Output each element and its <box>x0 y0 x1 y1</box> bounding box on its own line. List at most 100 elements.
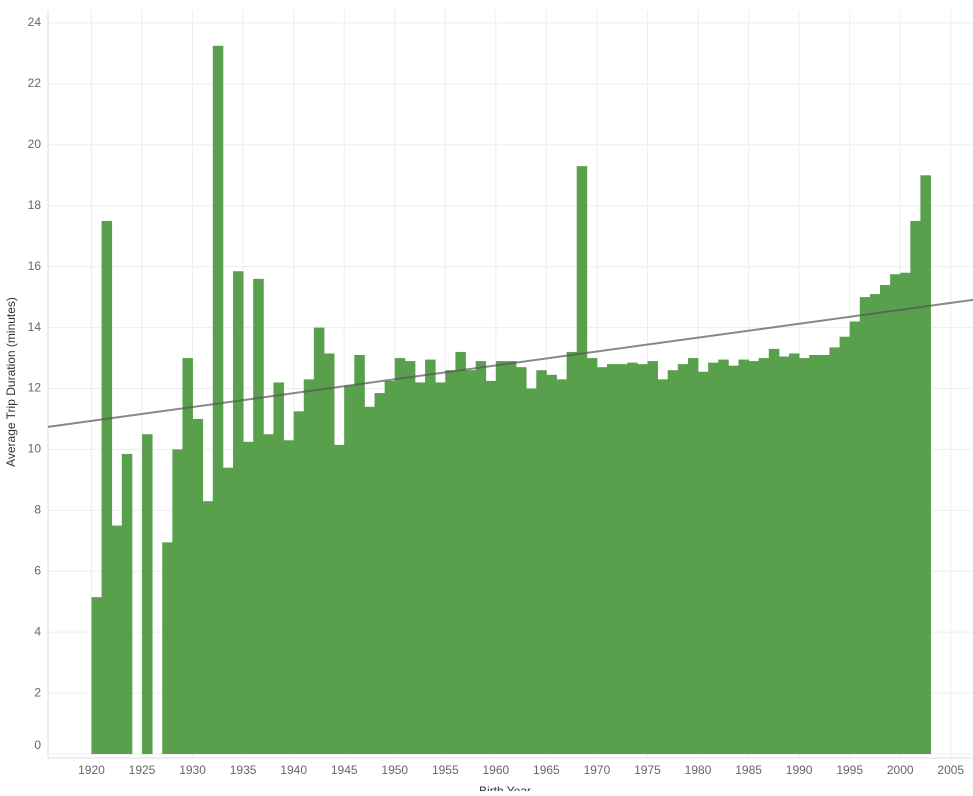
bar <box>748 361 760 754</box>
x-tick-label: 1960 <box>482 763 509 777</box>
y-tick-label: 20 <box>28 137 42 151</box>
y-tick-label: 0 <box>34 738 41 752</box>
bar <box>111 525 123 754</box>
bar <box>576 166 588 754</box>
bar <box>890 274 901 754</box>
x-tick-label: 1990 <box>786 763 813 777</box>
bar <box>425 359 436 754</box>
bar <box>647 361 658 754</box>
y-tick-label: 6 <box>34 563 41 577</box>
bar <box>839 336 851 754</box>
x-tick-label: 2000 <box>887 763 914 777</box>
bar <box>526 388 537 754</box>
bar <box>283 440 295 754</box>
bar <box>879 284 891 754</box>
bar <box>212 45 224 754</box>
bar <box>728 365 739 754</box>
bar <box>172 449 183 754</box>
bar <box>162 542 173 754</box>
bar <box>546 374 557 754</box>
bar <box>667 370 679 754</box>
bar <box>101 220 113 754</box>
bar <box>404 361 416 754</box>
x-tick-label: 1985 <box>735 763 762 777</box>
bar <box>738 359 749 754</box>
bar <box>344 385 355 754</box>
bar <box>303 379 315 754</box>
bar <box>263 434 274 754</box>
bar <box>718 359 729 754</box>
bar <box>455 351 466 754</box>
x-tick-label: 1920 <box>78 763 105 777</box>
bar <box>222 467 234 754</box>
bar <box>900 272 911 754</box>
bar <box>313 327 325 754</box>
bar <box>536 370 547 754</box>
bar <box>142 434 153 754</box>
y-axis-title: Average Trip Duration (minutes) <box>4 297 18 467</box>
bar <box>637 364 648 754</box>
bar <box>253 278 264 754</box>
bar <box>698 371 709 754</box>
bar <box>819 354 830 754</box>
bar <box>920 175 931 754</box>
y-tick-label: 22 <box>28 76 42 90</box>
y-tick-label: 4 <box>34 624 41 638</box>
y-tick-label: 24 <box>28 15 42 29</box>
bar <box>687 358 699 754</box>
bar <box>859 297 871 754</box>
bar <box>465 370 477 754</box>
bar <box>910 220 921 754</box>
bar <box>91 597 102 754</box>
x-tick-label: 1945 <box>331 763 358 777</box>
bar <box>596 367 608 754</box>
bar <box>475 361 487 754</box>
x-tick-label: 1940 <box>280 763 307 777</box>
bar <box>809 354 820 754</box>
bar <box>192 418 204 754</box>
x-tick-label: 1930 <box>179 763 206 777</box>
x-tick-label: 1925 <box>129 763 156 777</box>
bar <box>435 382 446 754</box>
bar <box>445 370 456 754</box>
bar <box>243 441 254 754</box>
x-axis-title: Birth Year <box>479 784 531 791</box>
bar <box>364 406 375 754</box>
y-tick-label: 16 <box>28 259 42 273</box>
y-tick-label: 12 <box>28 381 42 395</box>
bar <box>334 444 345 754</box>
bar <box>627 362 638 754</box>
bar <box>768 348 780 754</box>
x-tick-label: 1935 <box>230 763 257 777</box>
bar <box>617 364 628 754</box>
bar <box>233 271 244 754</box>
y-tick-label: 14 <box>28 320 42 334</box>
bar <box>586 358 598 754</box>
bar <box>778 356 790 754</box>
bar <box>516 367 527 754</box>
bar <box>556 379 568 754</box>
bar <box>323 353 335 754</box>
bar <box>374 393 386 754</box>
bar <box>677 364 689 754</box>
bar <box>394 358 406 754</box>
y-tick-label: 8 <box>34 503 41 517</box>
x-tick-label: 1965 <box>533 763 560 777</box>
bar <box>849 321 861 754</box>
x-tick-label: 1995 <box>836 763 863 777</box>
bar <box>293 411 305 754</box>
trend-line <box>47 298 973 428</box>
y-tick-label: 18 <box>28 198 42 212</box>
bar <box>182 358 193 754</box>
bar <box>505 361 517 754</box>
x-tick-label: 1970 <box>584 763 611 777</box>
x-tick-label: 1980 <box>685 763 712 777</box>
bar <box>354 354 365 754</box>
bar <box>708 362 719 754</box>
bar <box>384 380 396 754</box>
bar <box>789 353 800 754</box>
x-tick-label: 2005 <box>937 763 964 777</box>
bar <box>566 351 578 754</box>
